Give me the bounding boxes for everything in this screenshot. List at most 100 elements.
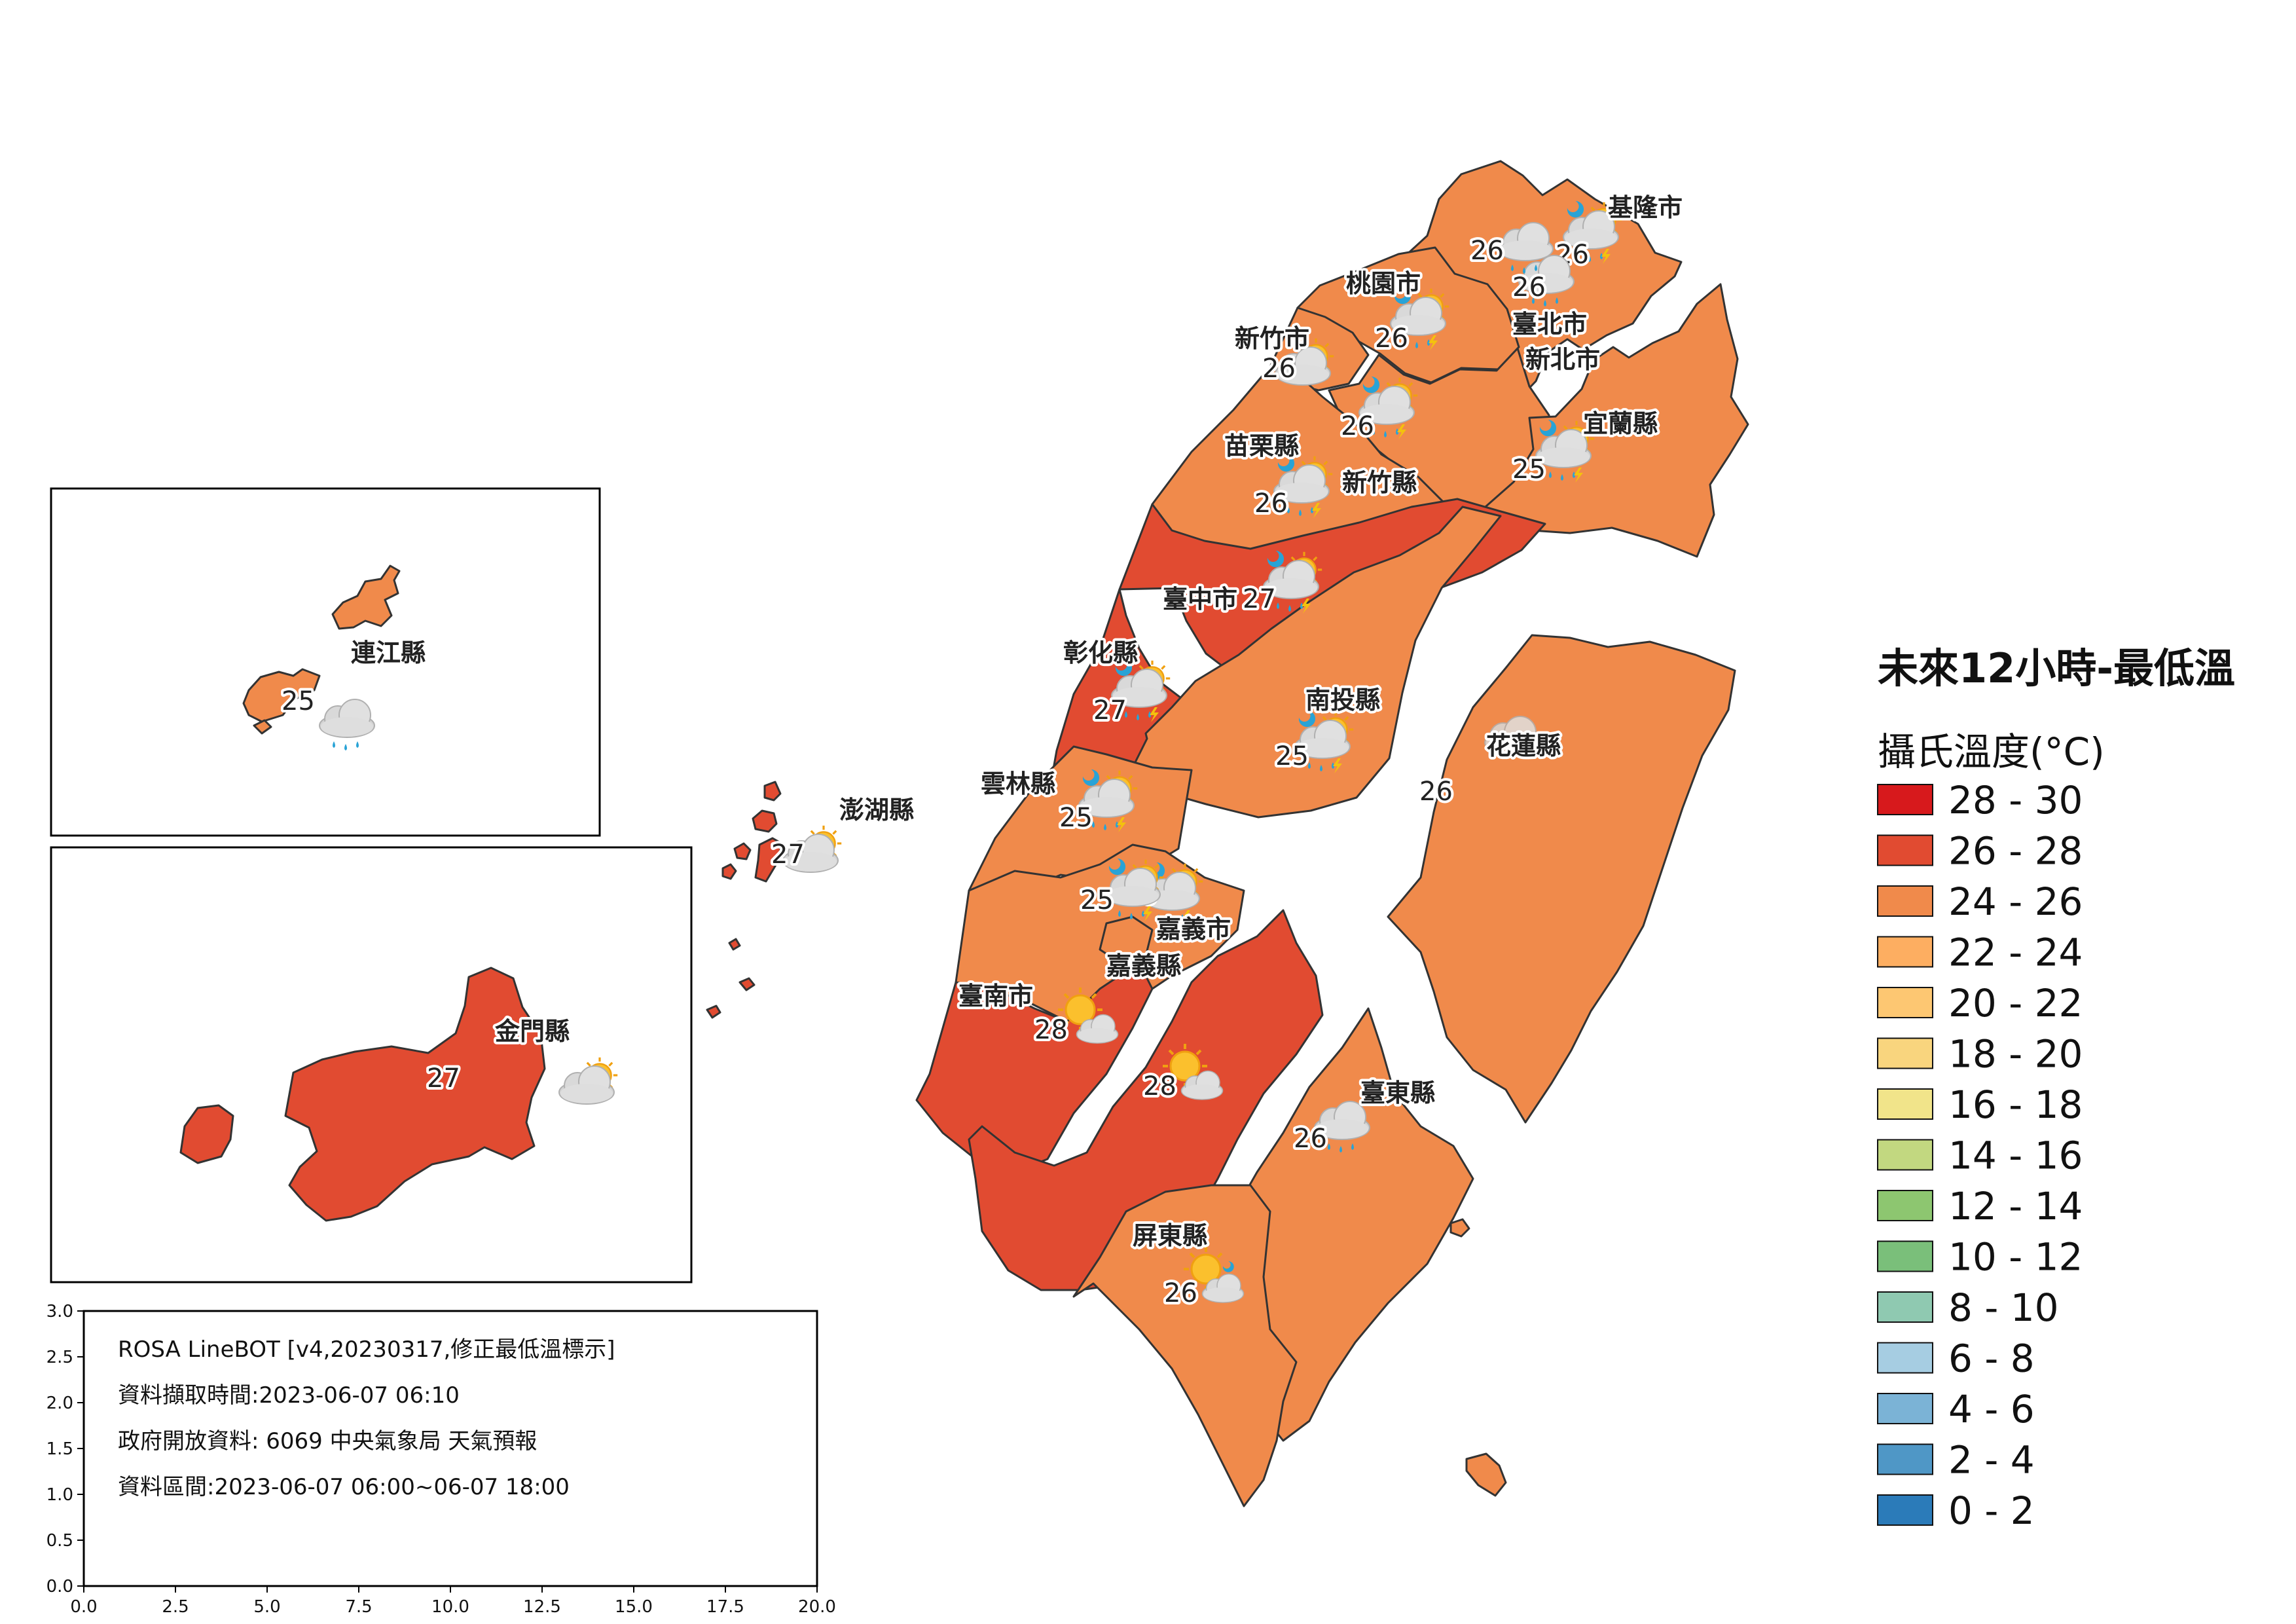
county-marker: 苗栗縣 26 [1222,429,1334,521]
county-marker: 南投縣 25 [1273,683,1383,774]
legend-swatch [1877,936,1933,968]
legend-item: 2 - 4 [1877,1438,2035,1483]
county-marker: 新北市 26 [1468,222,1603,377]
county-name: 臺東縣 [1360,1079,1435,1107]
legend-swatch [1877,1393,1933,1424]
info-line-3: 政府開放資料: 6069 中央氣象局 天氣預報 [118,1428,537,1454]
county-name: 臺中市 [1163,585,1237,614]
legend-label: 4 - 6 [1948,1387,2035,1431]
y-tick-label: 3.0 [46,1302,73,1321]
county-name: 澎湖縣 [839,796,914,824]
y-tick-label: 1.5 [46,1439,73,1459]
legend-label: 18 - 20 [1948,1032,2083,1077]
legend-label: 8 - 10 [1948,1285,2059,1330]
county-marker: 澎湖縣 27 [769,793,917,873]
region-penghu [706,781,783,1019]
y-tick-label: 2.5 [46,1348,73,1367]
legend-item: 26 - 28 [1877,829,2083,874]
legend-item: 12 - 14 [1877,1184,2083,1228]
county-labels: 基隆市26臺北市26新北市26桃園市26新竹市26新竹縣26苗栗縣26宜蘭縣25… [279,191,1685,1311]
cloud-sun-icon [558,1056,619,1105]
legend-label: 22 - 24 [1948,931,2083,975]
legend-item: 28 - 30 [1877,778,2083,822]
legend-swatch [1877,1037,1933,1069]
legend-swatch [1877,1443,1933,1475]
county-name: 連江縣 [351,638,426,667]
legend-label: 2 - 4 [1948,1438,2035,1483]
county-marker: 屏東縣 26 [1130,1219,1245,1311]
legend-item: 10 - 12 [1877,1235,2083,1280]
legend-label: 6 - 8 [1948,1337,2035,1381]
county-temperature: 27 [1243,584,1276,614]
legend-label: 12 - 14 [1948,1184,2083,1228]
county-temperature: 26 [1470,236,1504,266]
county-name: 基隆市 [1608,193,1683,222]
x-tick-label: 2.5 [162,1597,189,1617]
county-name: 雲林縣 [981,769,1055,798]
legend-item: 0 - 2 [1877,1488,2035,1533]
county-marker: 臺東縣 26 [1291,1076,1438,1156]
county-name: 宜蘭縣 [1583,409,1658,438]
county-name: 苗栗縣 [1224,432,1299,460]
county-name: 臺北市 [1512,310,1587,339]
legend-label: 26 - 28 [1948,829,2083,874]
county-marker: 嘉義市26 [1121,862,1233,946]
region-orchid-island [1465,1452,1507,1497]
county-temperature: 27 [427,1063,460,1094]
legend-items: 28 - 30 26 - 28 24 - 26 22 - 24 20 - 22 18 - … [1877,778,2083,1533]
info-x-ticks: 0.0 2.5 5.0 7.5 10.0 12.5 15.0 17.5 20.0 [70,1586,836,1617]
region-lienchiang [242,564,401,735]
region-nantou [1133,506,1502,819]
info-line-1: ROSA LineBOT [v4,20230317,修正最低溫標示] [118,1337,615,1363]
legend-item: 20 - 22 [1877,981,2083,1025]
legend-label: 14 - 16 [1948,1134,2083,1178]
county-temperature: 26 [1164,1278,1197,1308]
county-temperature: 25 [1512,454,1546,485]
county-name: 新竹市 [1235,324,1309,353]
legend-swatch [1877,1342,1933,1374]
legend-item: 24 - 26 [1877,879,2083,924]
county-name: 南投縣 [1305,686,1380,714]
county-temperature: 26 [1262,354,1296,384]
county-temperature: 27 [1093,695,1127,726]
region-kaohsiung [968,909,1324,1291]
x-tick-label: 15.0 [615,1597,653,1617]
legend-label: 20 - 22 [1948,981,2083,1025]
county-marker: 彰化縣 27 [1061,636,1171,728]
taiwan-main-island [915,160,1749,1507]
county-temperature: 25 [282,686,315,716]
county-marker: 花蓮縣 26 [1417,716,1563,809]
county-temperature: 26 [1254,489,1288,519]
legend-label: 24 - 26 [1948,879,2083,924]
legend-item: 18 - 20 [1877,1032,2083,1077]
county-temperature: 28 [1143,1071,1176,1101]
region-green-island [1449,1218,1470,1238]
legend-label: 16 - 18 [1948,1082,2083,1127]
county-marker: 宜蘭縣 25 [1510,407,1660,487]
county-name: 屏東縣 [1133,1221,1207,1250]
legend: 未來12小時-最低溫 攝氏溫度(°C) 28 - 30 26 - 28 24 - 2… [1877,644,2235,1533]
county-name: 彰化縣 [1063,638,1138,667]
county-temperature: 26 [1294,1124,1327,1154]
county-name: 嘉義市 [1156,915,1231,944]
region-hualien [1387,634,1736,1124]
y-tick-label: 1.0 [46,1485,73,1505]
info-line-2: 資料擷取時間:2023-06-07 06:10 [118,1382,460,1409]
legend-title: 未來12小時-最低溫 [1878,644,2235,692]
county-temperature: 25 [1059,803,1093,833]
x-tick-label: 5.0 [253,1597,280,1617]
legend-item: 14 - 16 [1877,1134,2083,1178]
inset-box-lienchiang [50,487,601,837]
county-marker: 新竹縣 26 [1338,377,1419,500]
legend-item: 6 - 8 [1877,1337,2035,1381]
info-y-ticks: 0.0 0.5 1.0 1.5 2.0 2.5 3.0 [46,1302,84,1596]
inset-box-kinmen [50,846,693,1283]
county-name: 桃園市 [1346,269,1421,298]
legend-label: 10 - 12 [1948,1235,2083,1280]
county-name: 新北市 [1525,345,1600,374]
x-tick-label: 17.5 [706,1597,744,1617]
info-line-4: 資料區間:2023-06-07 06:00~06-07 18:00 [118,1474,570,1500]
